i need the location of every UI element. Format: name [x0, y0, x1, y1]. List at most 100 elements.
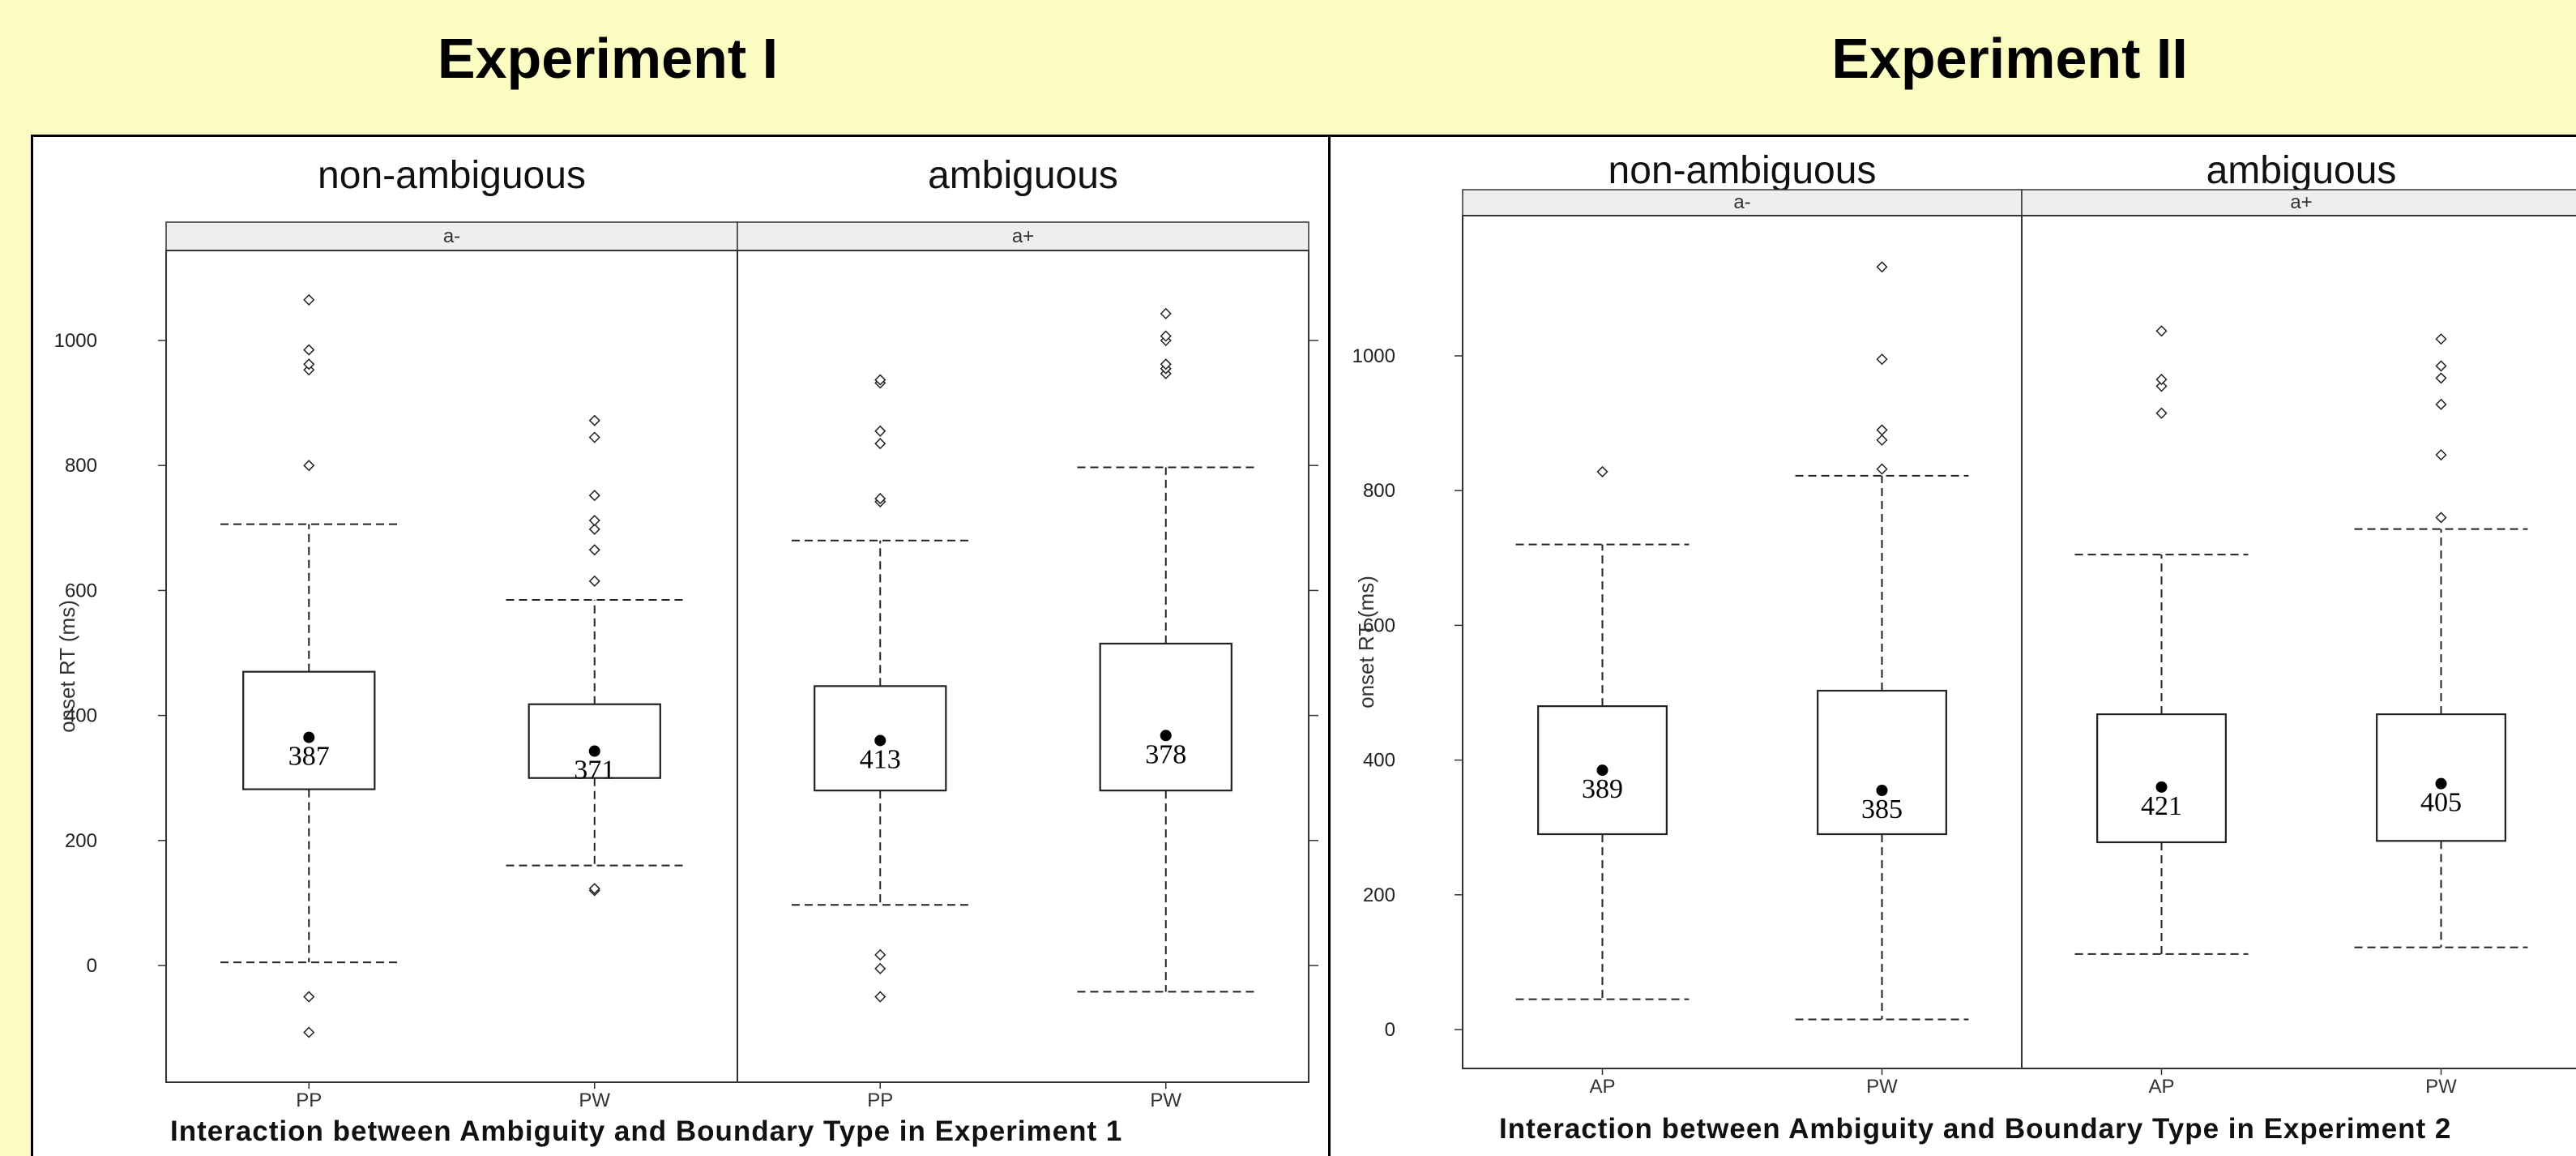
box-value-label: 378	[1145, 739, 1186, 769]
outlier-marker	[874, 991, 886, 1003]
panel-frame	[2021, 215, 2576, 1069]
outlier-marker	[588, 523, 600, 535]
panel-header: ambiguous	[928, 154, 1118, 197]
outlier-marker	[874, 425, 886, 437]
x-category-label: PW	[579, 1090, 610, 1111]
outlier-marker	[2435, 372, 2447, 384]
outlier-marker	[303, 991, 315, 1003]
outlier-marker	[303, 1026, 315, 1038]
experiment2-caption: Interaction between Ambiguity and Bounda…	[1499, 1113, 2452, 1145]
panel-strip-label: a-	[443, 225, 460, 247]
y-tick-label: 800	[65, 455, 97, 477]
outlier-marker	[2435, 398, 2447, 410]
x-category-label: AP	[2148, 1076, 2174, 1098]
outlier-marker	[303, 344, 315, 356]
box-iqr	[2376, 713, 2506, 842]
experiment2-panel	[1331, 135, 2576, 1156]
outlier-marker	[2435, 512, 2447, 524]
outlier-marker	[1596, 465, 1608, 477]
outlier-marker	[1876, 353, 1888, 366]
x-category-label: AP	[1589, 1076, 1615, 1098]
mean-marker	[1596, 764, 1608, 777]
outlier-marker	[1876, 434, 1888, 446]
outlier-marker	[588, 575, 600, 587]
x-category-label: PW	[2425, 1076, 2457, 1098]
outlier-marker	[2155, 374, 2168, 386]
box-iqr	[242, 670, 376, 790]
y-tick-label: 0	[87, 955, 97, 977]
box-value-label: 385	[1861, 794, 1903, 824]
y-tick-label: 1000	[54, 330, 97, 352]
mean-marker	[874, 734, 886, 747]
outlier-marker	[874, 374, 886, 386]
outlier-marker	[588, 544, 600, 556]
outlier-marker	[1160, 307, 1172, 319]
outlier-marker	[1876, 261, 1888, 273]
panel-header: non-ambiguous	[1608, 149, 1877, 192]
panel-header: non-ambiguous	[318, 154, 586, 197]
y-tick-label: 1000	[1352, 345, 1395, 367]
box-value-label: 371	[574, 756, 615, 786]
outlier-marker	[874, 948, 886, 961]
panel-strip-label: a-	[1733, 191, 1750, 213]
mean-marker	[1160, 730, 1172, 742]
panel-frame	[737, 250, 1309, 1083]
x-category-label: PP	[867, 1090, 893, 1111]
y-tick-label: 600	[65, 580, 97, 602]
outlier-marker	[588, 431, 600, 443]
outlier-marker	[2435, 449, 2447, 461]
outlier-marker	[874, 962, 886, 974]
panel-header: ambiguous	[2206, 149, 2397, 192]
y-tick-label: 400	[1363, 750, 1395, 772]
panel-strip	[1462, 189, 2023, 216]
outlier-marker	[588, 414, 600, 426]
x-category-label: PP	[296, 1090, 322, 1111]
mean-marker	[1876, 784, 1888, 796]
outlier-marker	[2435, 360, 2447, 372]
experiment1-caption: Interaction between Ambiguity and Bounda…	[170, 1115, 1123, 1147]
box-iqr	[2096, 713, 2227, 844]
y-tick-label: 200	[65, 830, 97, 852]
y-tick-label: 400	[65, 705, 97, 727]
box-iqr	[528, 703, 661, 779]
y-tick-label: 0	[1385, 1019, 1395, 1041]
outlier-marker	[2155, 380, 2168, 392]
y-tick-label: 800	[1363, 480, 1395, 502]
panel-strip-label: a+	[1012, 225, 1034, 247]
box-value-label: 405	[2420, 788, 2462, 818]
x-category-label: PW	[1150, 1090, 1181, 1111]
x-category-label: PW	[1866, 1076, 1898, 1098]
mean-marker	[303, 731, 315, 743]
y-tick-label: 200	[1363, 884, 1395, 906]
outlier-marker	[1160, 330, 1172, 342]
box-value-label: 387	[288, 742, 330, 772]
outlier-marker	[588, 514, 600, 527]
box-iqr	[1099, 642, 1232, 792]
outlier-marker	[874, 438, 886, 450]
outlier-marker	[2435, 333, 2447, 345]
panel-strip-label: a+	[2290, 191, 2312, 213]
outlier-marker	[303, 460, 315, 472]
panel-strip	[737, 221, 1309, 251]
y-tick-label: 600	[1363, 614, 1395, 636]
outlier-marker	[1160, 358, 1172, 370]
outlier-marker	[1876, 463, 1888, 475]
mean-marker	[588, 745, 600, 757]
outlier-marker	[2155, 407, 2168, 419]
experiment1-title: Experiment I	[437, 27, 779, 90]
panel-frame	[1462, 215, 2023, 1069]
box-value-label: 389	[1582, 774, 1623, 804]
y-axis-label: onset RT (ms)	[55, 600, 79, 733]
outlier-marker	[303, 358, 315, 370]
box-value-label: 421	[2141, 791, 2182, 821]
outlier-marker	[2155, 325, 2168, 337]
mean-marker	[2435, 777, 2447, 790]
experiment2-title: Experiment II	[1831, 27, 2188, 90]
box-iqr	[1817, 689, 1947, 836]
outlier-marker	[874, 493, 886, 505]
outlier-marker	[303, 293, 315, 306]
box-value-label: 413	[860, 744, 901, 774]
panel-strip	[2021, 189, 2576, 216]
